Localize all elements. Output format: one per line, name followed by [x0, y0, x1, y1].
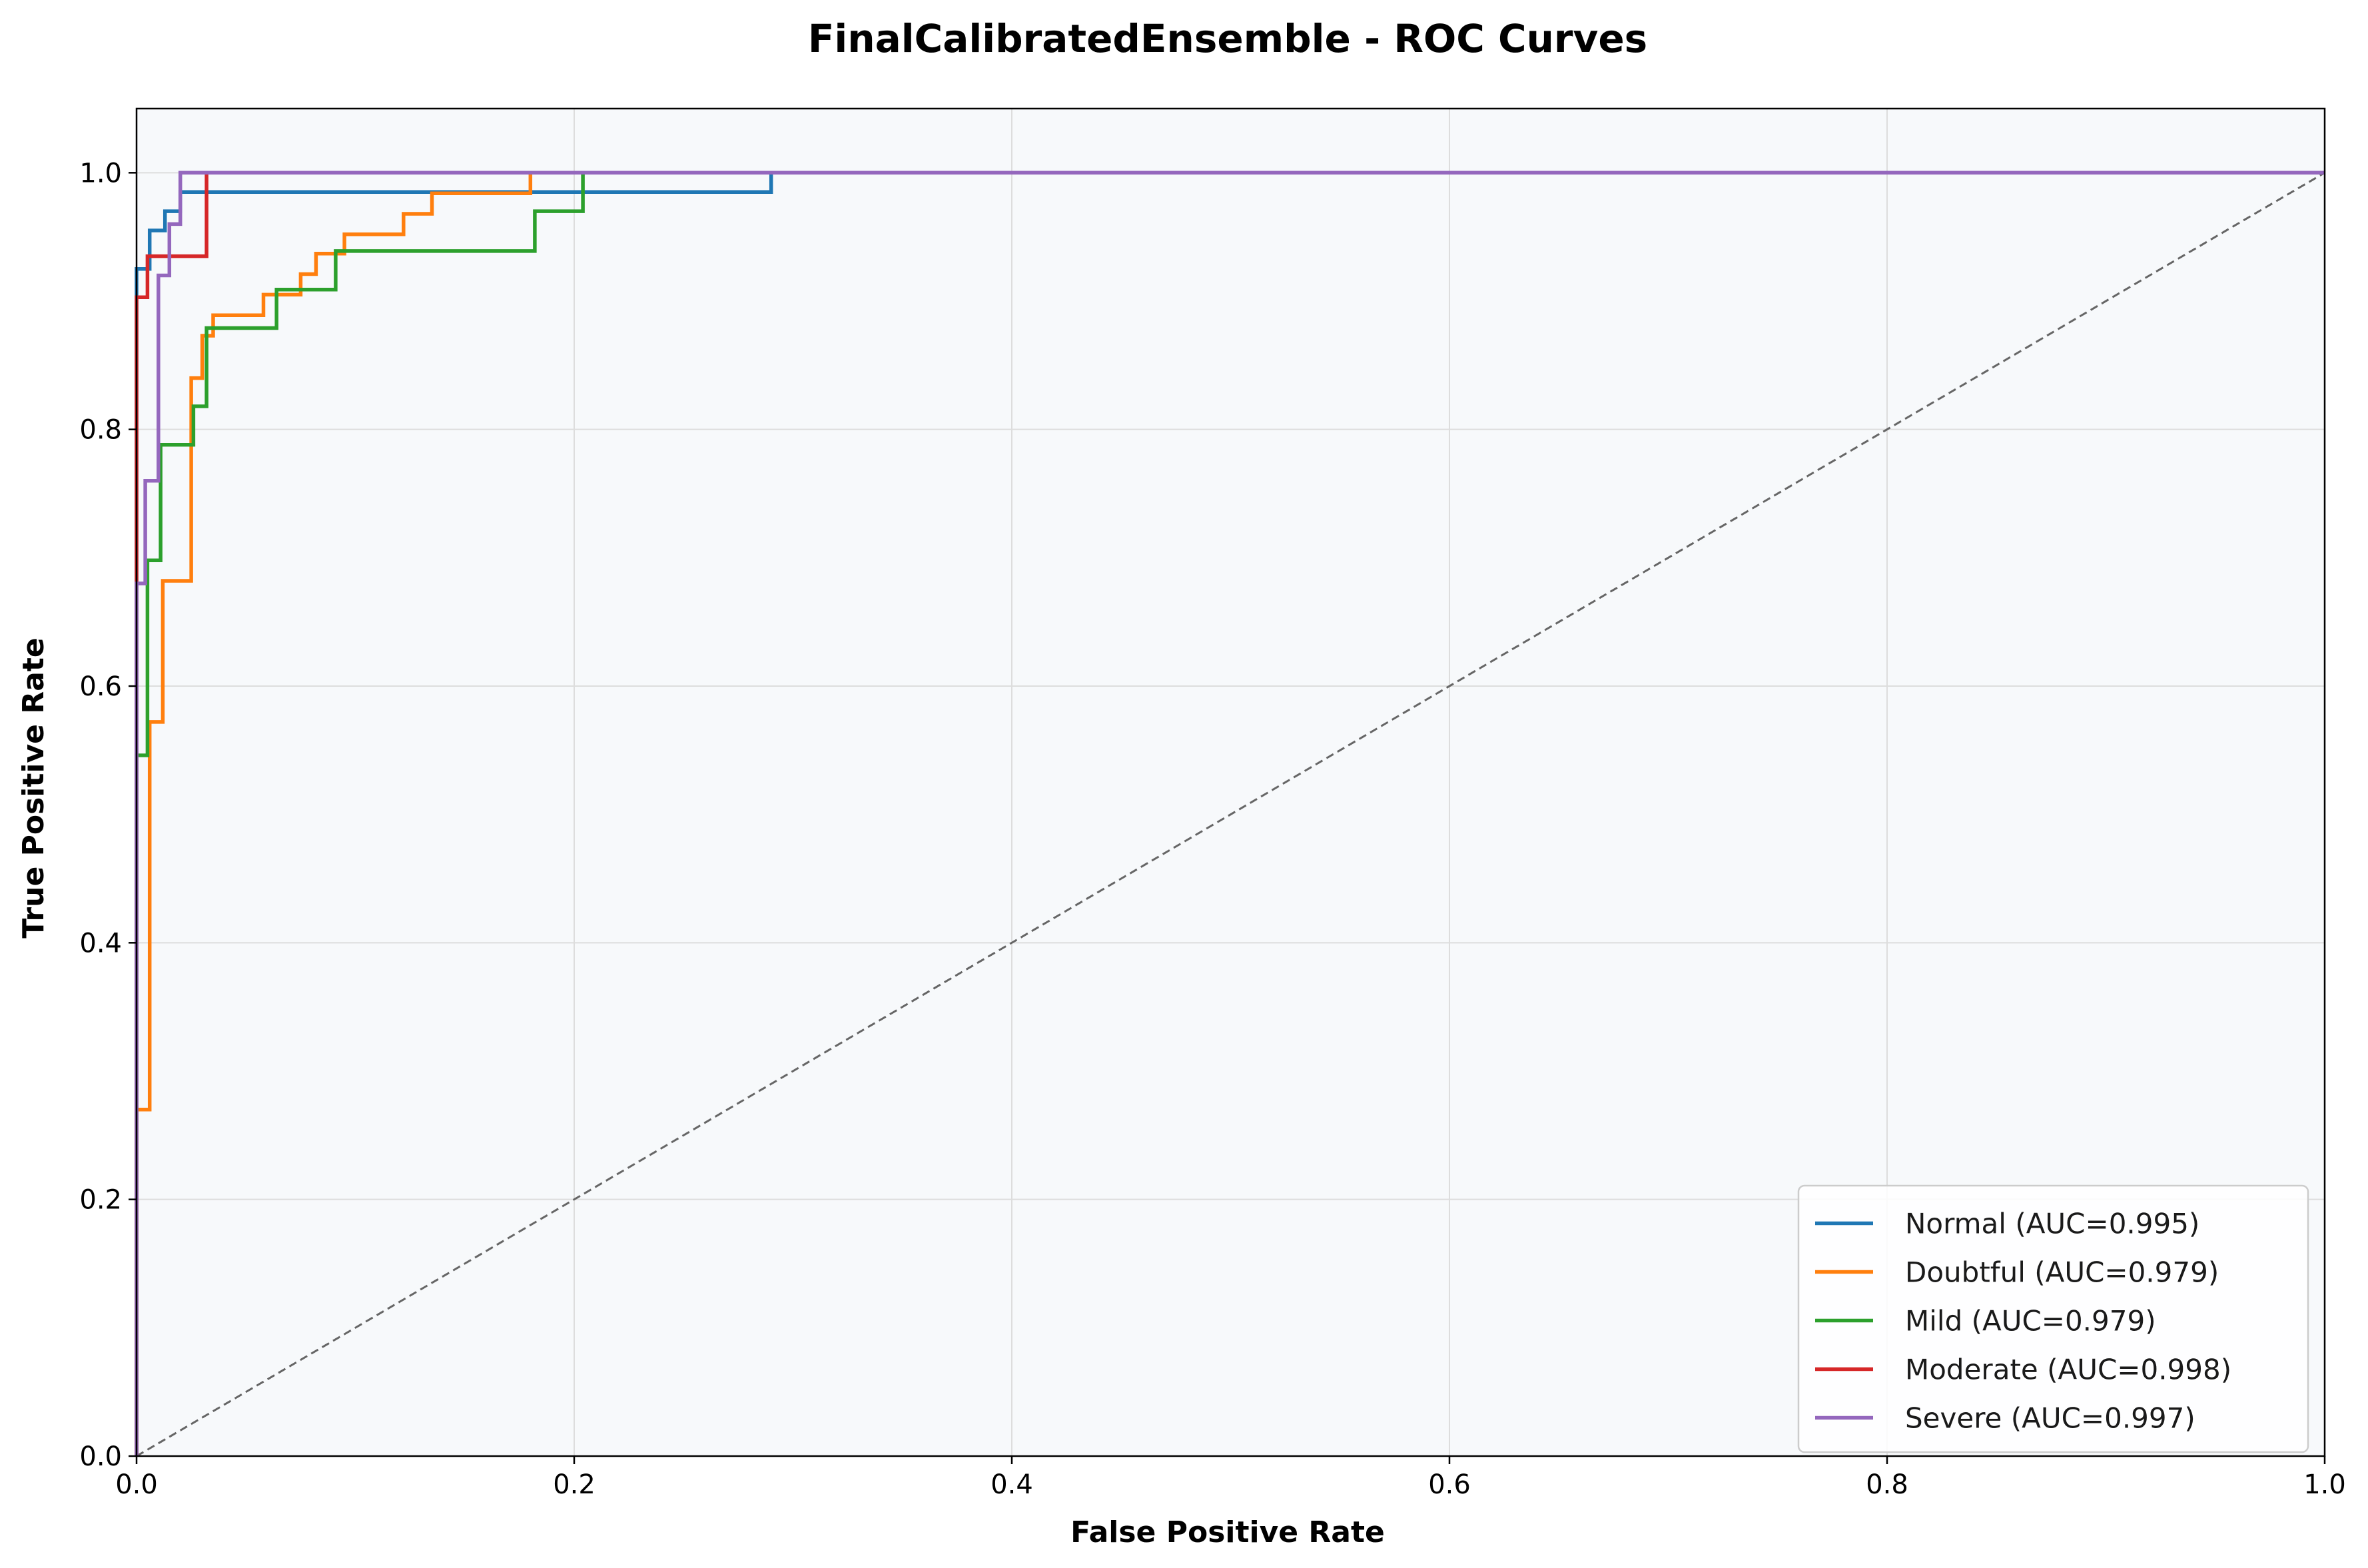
legend-box [1797, 1184, 2309, 1453]
x-tick-label: 1.0 [2303, 1469, 2346, 1500]
y-tick-label: 0.0 [79, 1441, 122, 1472]
x-tick-label: 0.0 [115, 1469, 158, 1500]
legend: Normal (AUC=0.995) Doubtful (AUC=0.979) Mi… [1797, 1184, 2309, 1453]
plot-frame [135, 107, 2326, 1457]
axis-ticks: 0.0 0.2 0.4 0.6 0.8 1.0 0.0 0.2 0.4 0.6 0.8 1.0 [79, 158, 2345, 1500]
x-tick-label: 0.8 [1866, 1469, 1908, 1500]
y-tick-label: 1.0 [79, 158, 122, 189]
x-tick-label: 0.6 [1428, 1469, 1471, 1500]
series-line-0 [135, 171, 2325, 1456]
y-tick-label: 0.6 [79, 671, 122, 702]
legend-label: Severe (AUC=0.997) [1905, 1402, 2195, 1435]
legend-label: Normal (AUC=0.995) [1905, 1208, 2199, 1240]
x-tick-label: 0.2 [553, 1469, 595, 1500]
series-line-2 [135, 171, 2325, 1456]
y-tick-label: 0.8 [79, 415, 122, 446]
chance-line [136, 172, 2325, 1457]
legend-label: Mild (AUC=0.979) [1905, 1305, 2156, 1338]
reference-diagonal [136, 172, 2325, 1457]
series-line-4 [135, 171, 2325, 1456]
legend-label: Doubtful (AUC=0.979) [1905, 1256, 2219, 1289]
x-tick-label: 0.4 [990, 1469, 1033, 1500]
y-axis-label: True Positive Rate [17, 637, 51, 939]
legend-label: Moderate (AUC=0.998) [1905, 1354, 2231, 1386]
series-line-1 [135, 171, 2325, 1456]
x-axis-label: False Positive Rate [1070, 1515, 1385, 1549]
y-tick-label: 0.4 [79, 928, 122, 959]
y-tick-label: 0.2 [79, 1185, 122, 1216]
chart-title: FinalCalibratedEnsemble - ROC Curves [808, 16, 1647, 61]
series-lines [135, 171, 2325, 1456]
